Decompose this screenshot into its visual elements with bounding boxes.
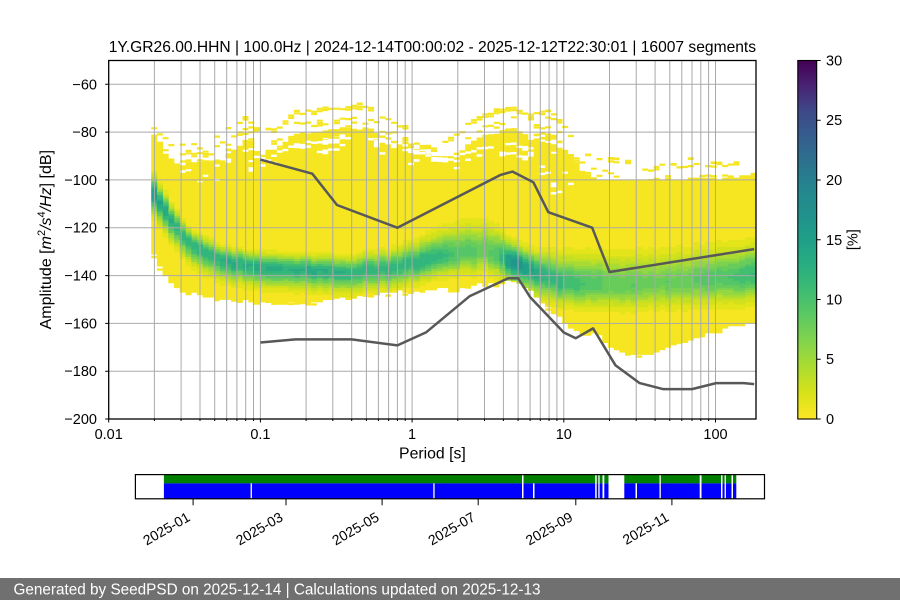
svg-text:10: 10 — [826, 293, 842, 309]
svg-text:−120: −120 — [64, 221, 97, 237]
svg-text:10: 10 — [556, 427, 572, 443]
svg-text:Amplitude [m2/s4/Hz] [dB]: Amplitude [m2/s4/Hz] [dB] — [36, 150, 55, 329]
svg-text:20: 20 — [826, 173, 842, 189]
svg-text:0.01: 0.01 — [95, 427, 123, 443]
svg-text:100: 100 — [703, 427, 727, 443]
svg-text:5: 5 — [826, 352, 834, 368]
svg-text:1: 1 — [408, 427, 416, 443]
svg-text:15: 15 — [826, 233, 842, 249]
svg-text:−100: −100 — [64, 173, 97, 189]
svg-text:−140: −140 — [64, 269, 97, 285]
svg-text:−160: −160 — [64, 316, 97, 332]
svg-text:Period [s]: Period [s] — [399, 446, 466, 463]
svg-text:−60: −60 — [72, 77, 97, 93]
svg-text:0: 0 — [826, 412, 834, 428]
svg-text:−180: −180 — [64, 364, 97, 380]
svg-text:0.1: 0.1 — [250, 427, 270, 443]
svg-text:30: 30 — [826, 54, 842, 70]
svg-text:1Y.GR26.00.HHN | 100.0Hz | 202: 1Y.GR26.00.HHN | 100.0Hz | 2024-12-14T00… — [109, 39, 756, 56]
svg-text:−80: −80 — [72, 125, 97, 141]
svg-text:[%]: [%] — [846, 229, 862, 250]
svg-text:Generated by SeedPSD on 2025-1: Generated by SeedPSD on 2025-12-14 | Cal… — [14, 582, 541, 599]
svg-text:25: 25 — [826, 113, 842, 129]
svg-text:−200: −200 — [64, 412, 97, 428]
